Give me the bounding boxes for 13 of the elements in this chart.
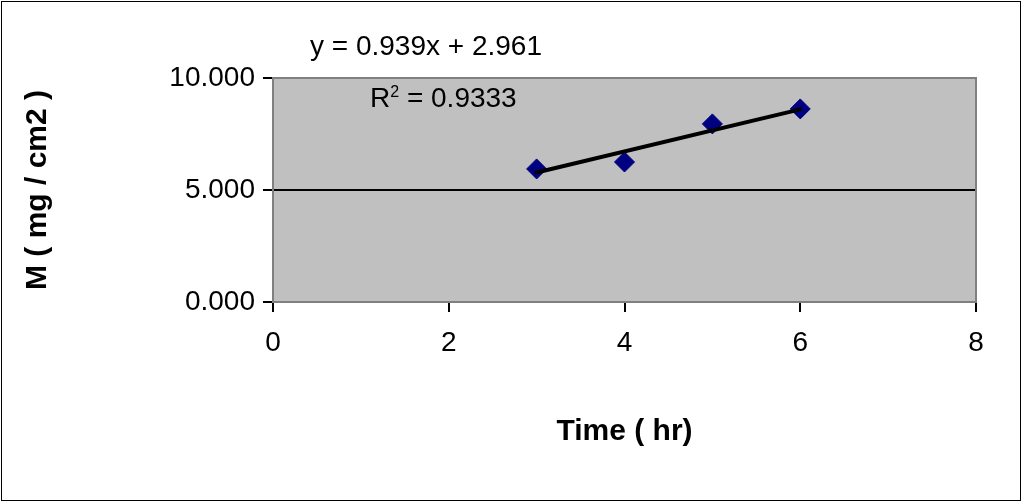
x-tick-label: 2 <box>440 325 457 357</box>
point <box>614 151 635 173</box>
x-axis-title: Time ( hr) <box>556 413 693 447</box>
x-tick-label: 8 <box>968 325 984 357</box>
x-tick-label: 6 <box>792 325 809 357</box>
y-tick-label: 5.000 <box>184 172 255 204</box>
x-tick-label: 4 <box>616 325 633 357</box>
y-axis-title: M ( mg / cm2 ) <box>19 89 53 291</box>
y-tick-label: 10.000 <box>169 60 255 92</box>
annotation: R$^{2}$ = 0.9333 <box>370 82 517 114</box>
y-tick-label: 0.000 <box>184 284 255 316</box>
x-tick-label: 0 <box>265 325 281 357</box>
text: y = 0.939x + 2.961 <box>310 30 542 62</box>
